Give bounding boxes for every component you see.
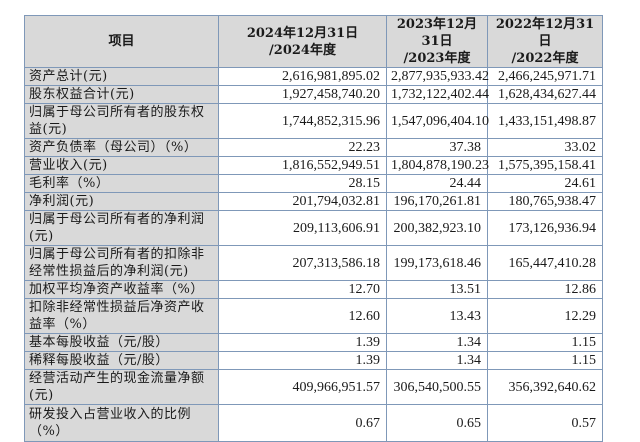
value-2023: 200,382,923.10 [386, 210, 488, 246]
value-2022: 1,628,434,627.44 [487, 85, 603, 104]
table-row: 股东权益合计(元) 1,927,458,740.20 1,732,122,402… [24, 85, 603, 104]
table-row: 资产负债率（母公司）（%） 22.23 37.38 33.02 [24, 138, 603, 157]
value-2023: 24.44 [386, 174, 488, 193]
row-label: 归属于母公司所有者的扣除非经常性损益后的净利润(元) [24, 245, 219, 281]
table-row: 归属于母公司所有者的扣除非经常性损益后的净利润(元) 207,313,586.1… [24, 245, 603, 281]
value-2024: 1,744,852,315.96 [218, 103, 387, 139]
value-2022: 0.57 [487, 404, 603, 442]
value-2022: 356,392,640.62 [487, 369, 603, 405]
header-2022-line1: 2022年12月31日 [495, 17, 595, 49]
value-2023: 199,173,618.46 [386, 245, 488, 281]
table-row: 加权平均净资产收益率（%） 12.70 13.51 12.86 [24, 280, 603, 299]
value-2023: 1,732,122,402.44 [386, 85, 489, 104]
value-2022: 173,126,936.94 [487, 210, 603, 246]
table-row: 经营活动产生的现金流量净额(元) 409,966,951.57 306,540,… [24, 369, 603, 405]
table-row: 稀释每股收益（元/股） 1.39 1.34 1.15 [24, 351, 603, 370]
value-2022: 165,447,410.28 [487, 245, 603, 281]
value-2023: 1.34 [386, 351, 488, 370]
table-row: 资产总计(元) 2,616,981,895.02 2,877,935,933.4… [24, 67, 603, 86]
value-2022: 12.86 [487, 280, 603, 299]
header-2024-line1: 2024年12月31日 [246, 25, 359, 41]
value-2024: 209,113,606.91 [218, 210, 387, 246]
value-2024: 2,616,981,895.02 [218, 67, 387, 86]
header-2023: 2023年12月31日/2023年度 [386, 15, 488, 68]
row-label: 净利润(元) [24, 192, 219, 211]
row-label: 归属于母公司所有者的股东权益(元) [24, 103, 219, 139]
value-2023: 13.43 [386, 298, 488, 334]
header-row: 项目 2024年12月31日/2024年度 2023年12月31日/2023年度… [24, 15, 603, 68]
value-2024: 1,816,552,949.51 [218, 156, 387, 175]
table-row: 营业收入(元) 1,816,552,949.51 1,804,878,190.2… [24, 156, 603, 175]
value-2022: 24.61 [487, 174, 603, 193]
value-2024: 201,794,032.81 [218, 192, 387, 211]
value-2023: 2,877,935,933.42 [386, 67, 489, 86]
value-2022: 2,466,245,971.71 [487, 67, 603, 86]
table-row: 净利润(元) 201,794,032.81 196,170,261.81 180… [24, 192, 603, 211]
value-2024: 1,927,458,740.20 [218, 85, 387, 104]
value-2023: 306,540,500.55 [386, 369, 488, 405]
header-item: 项目 [24, 15, 219, 68]
value-2022: 12.29 [487, 298, 603, 334]
value-2024: 207,313,586.18 [218, 245, 387, 281]
value-2024: 12.60 [218, 298, 387, 334]
value-2022: 1,433,151,498.87 [487, 103, 603, 139]
row-label: 股东权益合计(元) [24, 85, 219, 104]
value-2024: 22.23 [218, 138, 387, 157]
financial-summary-table: 项目 2024年12月31日/2024年度 2023年12月31日/2023年度… [24, 15, 603, 442]
row-label: 归属于母公司所有者的净利润(元) [24, 210, 219, 246]
value-2022: 1.15 [487, 333, 603, 352]
header-2022-line2: /2022年度 [511, 51, 579, 66]
value-2023: 196,170,261.81 [386, 192, 488, 211]
value-2022: 1.15 [487, 351, 603, 370]
value-2024: 0.67 [218, 404, 387, 442]
table-row: 扣除非经常性损益后净资产收益率（%） 12.60 13.43 12.29 [24, 298, 603, 334]
row-label: 营业收入(元) [24, 156, 219, 175]
value-2022: 180,765,938.47 [487, 192, 603, 211]
row-label: 扣除非经常性损益后净资产收益率（%） [24, 298, 219, 334]
row-label: 资产负债率（母公司）（%） [24, 138, 219, 157]
table-row: 归属于母公司所有者的净利润(元) 209,113,606.91 200,382,… [24, 210, 603, 246]
value-2024: 1.39 [218, 351, 387, 370]
header-2024: 2024年12月31日/2024年度 [218, 15, 387, 68]
value-2024: 12.70 [218, 280, 387, 299]
table-row: 归属于母公司所有者的股东权益(元) 1,744,852,315.96 1,547… [24, 103, 603, 139]
row-label: 加权平均净资产收益率（%） [24, 280, 219, 299]
value-2024: 28.15 [218, 174, 387, 193]
row-label: 基本每股收益（元/股） [24, 333, 219, 352]
table-row: 研发投入占营业收入的比例（%） 0.67 0.65 0.57 [24, 404, 603, 442]
table-row: 基本每股收益（元/股） 1.39 1.34 1.15 [24, 333, 603, 352]
value-2024: 409,966,951.57 [218, 369, 387, 405]
row-label: 资产总计(元) [24, 67, 219, 86]
header-2024-line2: /2024年度 [269, 42, 336, 58]
value-2023: 0.65 [386, 404, 488, 442]
value-2023: 1.34 [386, 333, 488, 352]
header-2023-line2: /2023年度 [403, 51, 471, 66]
table-row: 毛利率（%） 28.15 24.44 24.61 [24, 174, 603, 193]
header-2023-line1: 2023年12月31日 [396, 17, 478, 49]
value-2023: 1,547,096,404.10 [386, 103, 489, 139]
value-2024: 1.39 [218, 333, 387, 352]
row-label: 稀释每股收益（元/股） [24, 351, 219, 370]
value-2023: 1,804,878,190.23 [386, 156, 489, 175]
value-2023: 13.51 [386, 280, 488, 299]
row-label: 经营活动产生的现金流量净额(元) [24, 369, 219, 405]
row-label: 毛利率（%） [24, 174, 219, 193]
value-2022: 1,575,395,158.41 [487, 156, 603, 175]
value-2023: 37.38 [386, 138, 488, 157]
header-2022: 2022年12月31日/2022年度 [487, 15, 603, 68]
value-2022: 33.02 [487, 138, 603, 157]
header-item-label: 项目 [108, 34, 135, 49]
row-label: 研发投入占营业收入的比例（%） [24, 404, 219, 442]
